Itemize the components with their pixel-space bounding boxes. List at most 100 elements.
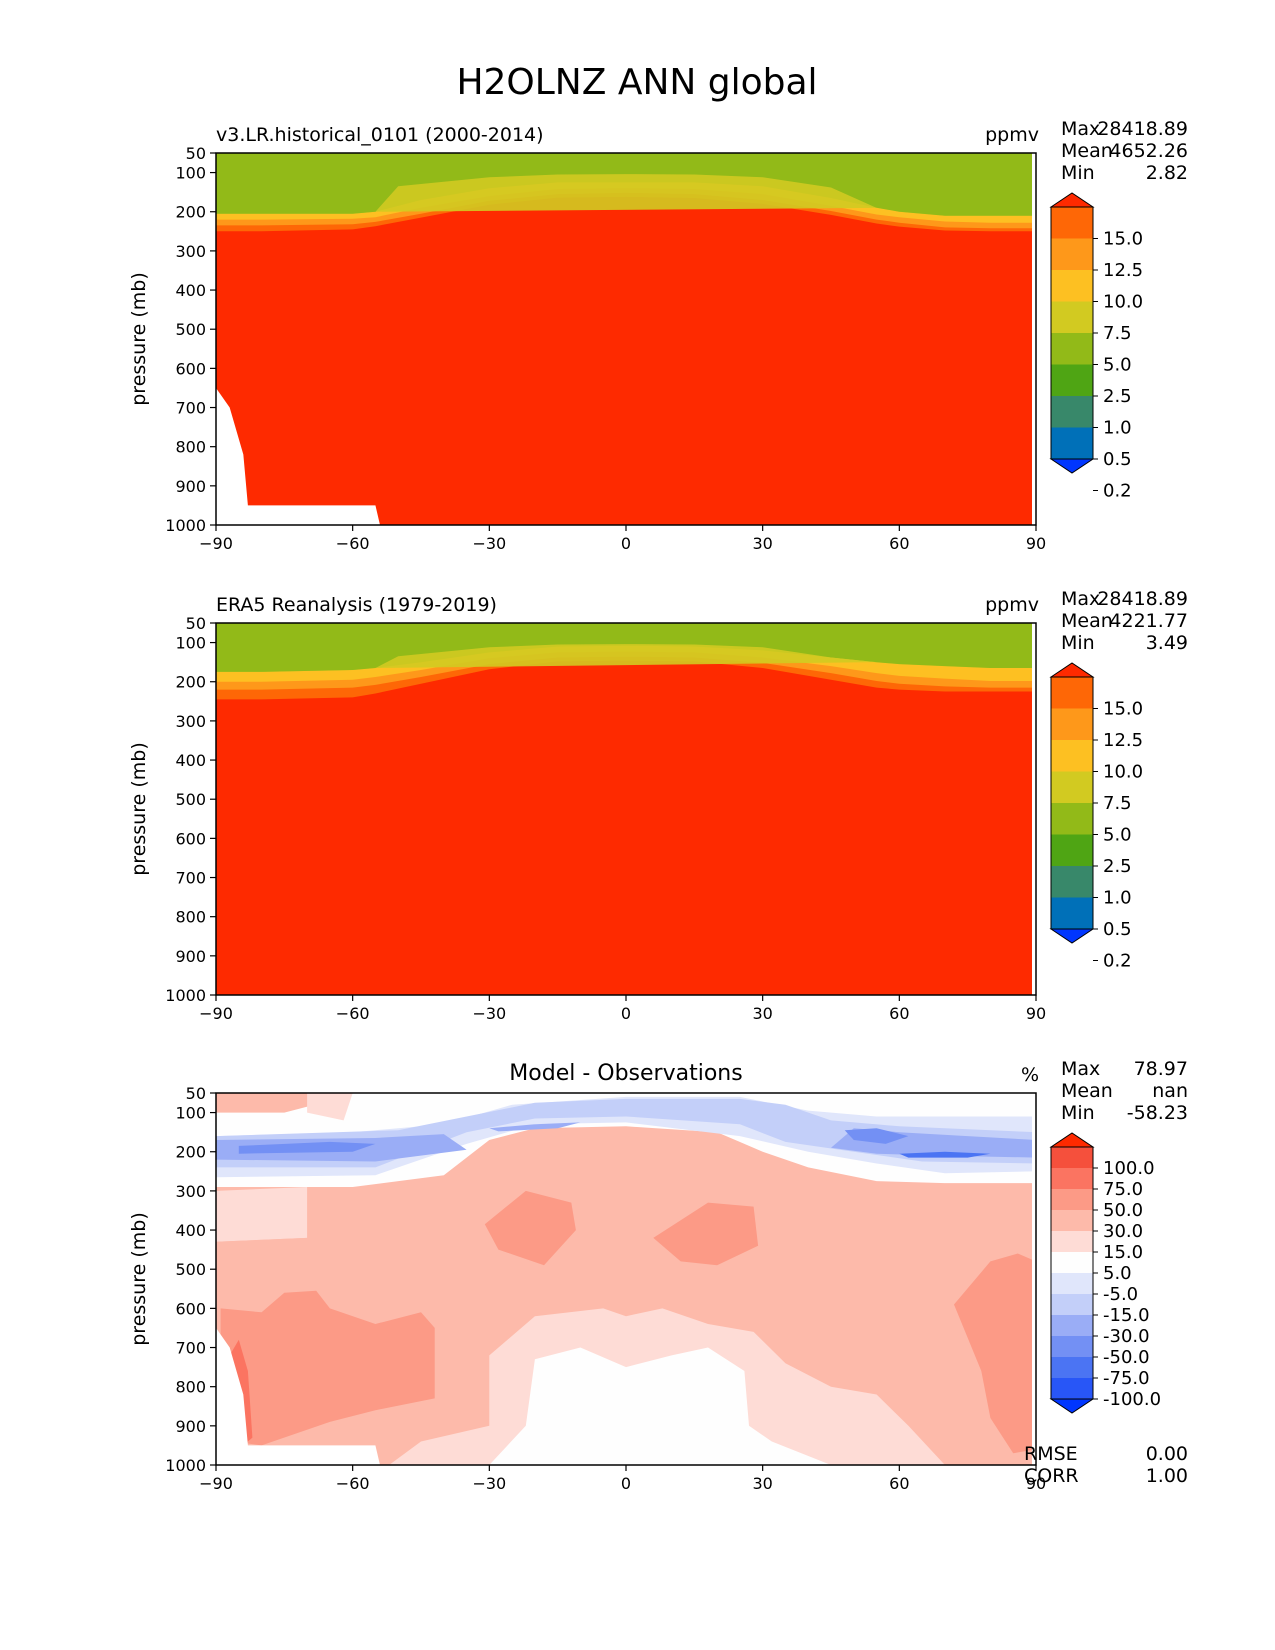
contour-region bbox=[489, 1122, 581, 1132]
stat-label-mean: Mean bbox=[1061, 610, 1113, 632]
colorbar-swatch bbox=[1051, 1315, 1093, 1337]
colorbar-extend-bottom bbox=[1049, 1398, 1095, 1414]
panel-ref: ERA5 Reanalysis (1979-2019) ppmv Max 284… bbox=[128, 588, 1188, 1023]
stat-value-max: 78.97 bbox=[1134, 1058, 1188, 1080]
y-tick-label: 700 bbox=[175, 1339, 206, 1358]
x-tick-label: −30 bbox=[472, 534, 506, 553]
colorbar-swatch bbox=[1051, 1378, 1093, 1400]
colorbar-swatch bbox=[1051, 1252, 1093, 1274]
stat-value-min: 3.49 bbox=[1146, 632, 1188, 654]
x-tick-label: 0 bbox=[621, 1004, 631, 1023]
colorbar-label: 5.0 bbox=[1103, 825, 1132, 846]
colorbar-label: 5.0 bbox=[1103, 1263, 1132, 1284]
x-tick-label: −90 bbox=[199, 1004, 233, 1023]
colorbar-label: -75.0 bbox=[1103, 1368, 1150, 1389]
contour-region bbox=[484, 1190, 576, 1266]
y-tick-label: 1000 bbox=[165, 986, 206, 1005]
y-tick-label: 600 bbox=[175, 359, 206, 378]
y-tick-label: 300 bbox=[175, 242, 206, 261]
colorbar-swatch bbox=[1051, 897, 1093, 930]
y-tick-label: 100 bbox=[175, 164, 206, 183]
panel-left-title: ERA5 Reanalysis (1979-2019) bbox=[216, 594, 497, 616]
colorbar-swatch bbox=[1051, 708, 1093, 741]
colorbar-extend-bottom bbox=[1049, 458, 1095, 474]
y-tick-label: 1000 bbox=[165, 1456, 206, 1475]
colorbar-swatch bbox=[1051, 238, 1093, 271]
contour-region bbox=[216, 1237, 308, 1293]
plot-area bbox=[216, 1093, 1032, 1465]
colorbar-swatch bbox=[1051, 1168, 1093, 1190]
colorbar-label: 15.0 bbox=[1103, 1242, 1143, 1263]
colorbar-label: 30.0 bbox=[1103, 1221, 1143, 1242]
stats-block: Max 78.97 Mean nan Min -58.23 bbox=[1061, 1058, 1188, 1124]
colorbar-label: 2.5 bbox=[1103, 856, 1132, 877]
colorbar-swatch bbox=[1051, 364, 1093, 397]
x-tick-label: 90 bbox=[1026, 1474, 1046, 1493]
units-label: % bbox=[1021, 1064, 1039, 1086]
rmse-value: 0.00 bbox=[1146, 1443, 1188, 1465]
stat-label-mean: Mean bbox=[1061, 1080, 1113, 1102]
colorbar-swatch bbox=[1051, 301, 1093, 334]
x-tick-label: 30 bbox=[752, 534, 772, 553]
contour-region bbox=[220, 1290, 435, 1446]
colorbar-label: 50.0 bbox=[1103, 1200, 1143, 1221]
colorbar-swatch bbox=[1051, 677, 1093, 709]
colorbar-label: -30.0 bbox=[1103, 1326, 1150, 1347]
y-axis-label: pressure (mb) bbox=[128, 272, 150, 406]
colorbar-swatch bbox=[1051, 333, 1093, 365]
colorbar-swatch bbox=[1051, 803, 1093, 835]
plot-area bbox=[216, 623, 1032, 995]
colorbar-extend-top bbox=[1049, 192, 1095, 208]
x-tick-label: −90 bbox=[199, 1474, 233, 1493]
x-tick-label: 60 bbox=[889, 1474, 909, 1493]
colorbar-swatch bbox=[1051, 834, 1093, 867]
panel-center-title: Model - Observations bbox=[509, 1061, 742, 1086]
contour-region bbox=[844, 1128, 909, 1144]
panel-test: v3.LR.historical_0101 (2000-2014) ppmv M… bbox=[128, 118, 1188, 553]
x-tick-label: −30 bbox=[472, 1474, 506, 1493]
y-tick-label: 500 bbox=[175, 1260, 206, 1279]
y-tick-label: 700 bbox=[175, 869, 206, 888]
contour-region bbox=[216, 1096, 1032, 1178]
y-tick-label: 900 bbox=[175, 477, 206, 496]
units-label: ppmv bbox=[985, 594, 1039, 616]
colorbar-label: 0.2 bbox=[1103, 951, 1132, 972]
land-mask bbox=[216, 387, 380, 525]
y-tick-label: 50 bbox=[186, 144, 206, 163]
units-label: ppmv bbox=[985, 124, 1039, 146]
colorbar-label: 12.5 bbox=[1103, 730, 1143, 751]
stat-label-min: Min bbox=[1061, 632, 1095, 654]
x-tick-label: −90 bbox=[199, 534, 233, 553]
x-tick-label: 0 bbox=[621, 1474, 631, 1493]
contour-band bbox=[375, 174, 877, 212]
y-tick-label: 700 bbox=[175, 399, 206, 418]
colorbar-swatch bbox=[1051, 1273, 1093, 1295]
contour-region bbox=[307, 1093, 353, 1121]
y-tick-label: 200 bbox=[175, 1143, 206, 1162]
contour-region bbox=[899, 1151, 991, 1158]
colorbar-swatch bbox=[1051, 866, 1093, 898]
contour-region bbox=[216, 1093, 330, 1113]
colorbar-swatch bbox=[1051, 1231, 1093, 1253]
colorbar-label: -5.0 bbox=[1103, 1284, 1138, 1305]
figure-title: H2OLNZ ANN global bbox=[456, 62, 817, 103]
corr-value: 1.00 bbox=[1146, 1465, 1188, 1487]
colorbar-swatch bbox=[1051, 396, 1093, 428]
x-tick-label: −60 bbox=[336, 1004, 370, 1023]
y-tick-label: 600 bbox=[175, 1299, 206, 1318]
colorbar-label: 5.0 bbox=[1103, 355, 1132, 376]
colorbar-label: 1.0 bbox=[1103, 888, 1132, 909]
colorbar-extend-top bbox=[1049, 662, 1095, 678]
y-axis-label: pressure (mb) bbox=[128, 1212, 150, 1346]
stat-label-max: Max bbox=[1061, 118, 1100, 140]
y-tick-label: 800 bbox=[175, 908, 206, 927]
contour-region bbox=[954, 1253, 1032, 1454]
corr-label: CORR bbox=[1024, 1465, 1079, 1487]
colorbar-label: 0.5 bbox=[1103, 919, 1132, 940]
y-tick-label: 600 bbox=[175, 829, 206, 848]
contour-region bbox=[653, 1202, 759, 1266]
colorbar-label: 15.0 bbox=[1103, 699, 1143, 720]
